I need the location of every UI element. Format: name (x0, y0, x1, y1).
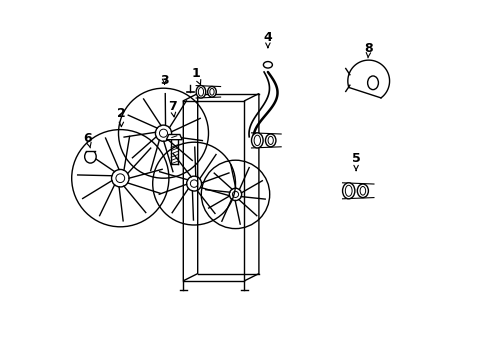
Ellipse shape (84, 150, 96, 163)
Ellipse shape (342, 183, 354, 199)
Text: 2: 2 (117, 107, 125, 127)
Ellipse shape (251, 133, 263, 148)
Ellipse shape (207, 86, 216, 97)
Text: 5: 5 (351, 152, 360, 171)
Ellipse shape (263, 62, 272, 68)
Text: 7: 7 (168, 100, 177, 117)
Text: 6: 6 (83, 132, 92, 148)
Text: 8: 8 (364, 42, 372, 58)
Text: 3: 3 (160, 75, 168, 87)
Ellipse shape (357, 184, 367, 198)
Ellipse shape (367, 76, 378, 90)
Ellipse shape (265, 134, 275, 147)
Text: 1: 1 (191, 67, 201, 86)
Polygon shape (166, 135, 182, 140)
Ellipse shape (196, 86, 205, 98)
Text: 4: 4 (263, 31, 272, 48)
